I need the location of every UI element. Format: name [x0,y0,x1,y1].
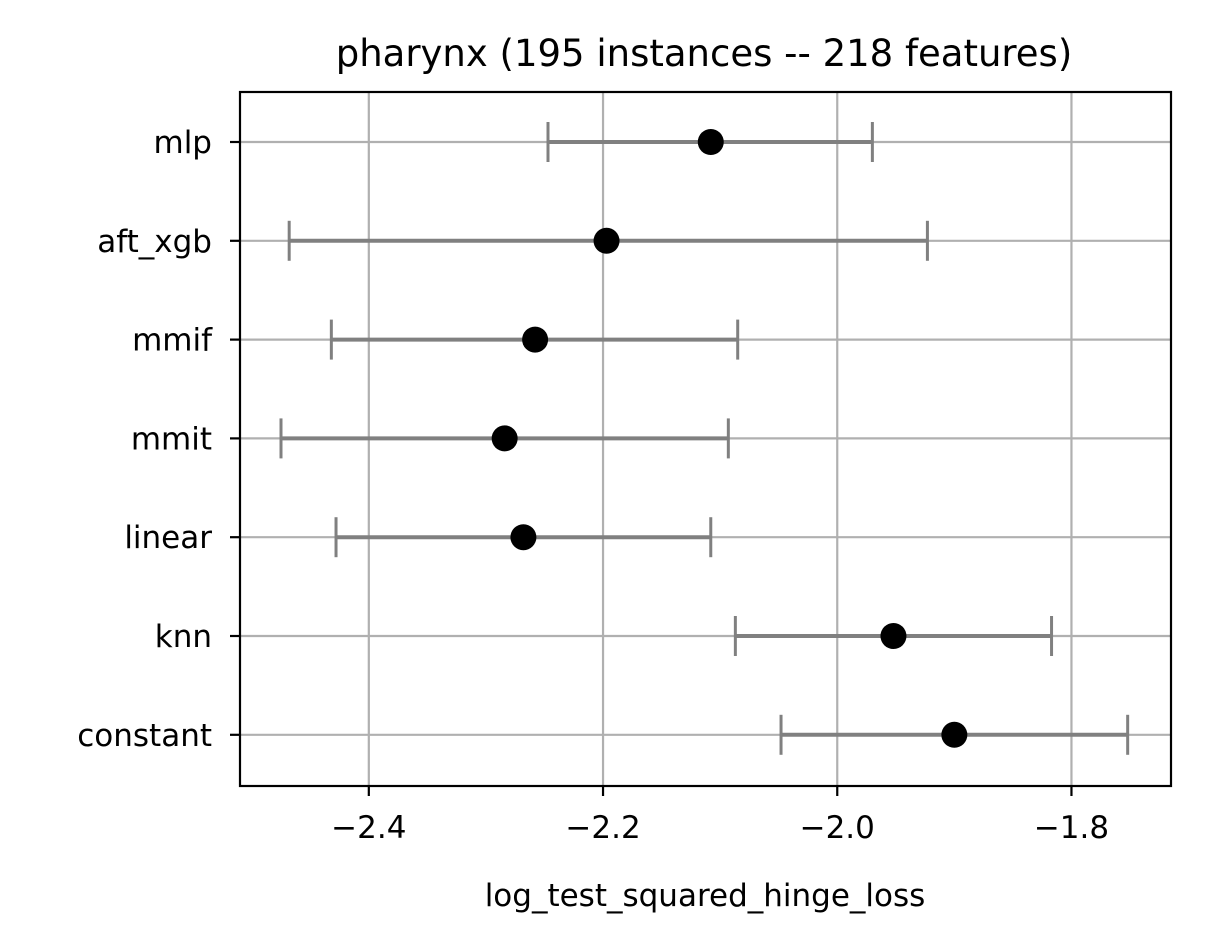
y-tick-label: mmit [131,421,212,457]
point-mlp [697,129,724,155]
point-linear [510,524,537,551]
x-tick-label: −2.2 [565,810,640,846]
y-tick-label: aft_xgb [97,224,212,260]
point-mmif [522,326,549,353]
point-layer [491,129,968,748]
point-knn [880,623,907,649]
chart-title: pharynx (195 instances -- 218 features) [336,32,1073,75]
y-tick-label: mlp [154,125,213,161]
y-tick-label: mmif [132,323,213,359]
point-constant [941,721,968,748]
y-tick-label: constant [77,718,212,754]
point-aft_xgb [593,227,620,254]
x-tick-label: −2.4 [331,810,406,846]
x-tick-label: −2.0 [800,810,875,846]
y-tick-label: linear [124,520,212,556]
x-tick-label: −1.8 [1034,810,1109,846]
point-mmit [491,425,518,452]
y-tick-label: knn [155,619,212,655]
x-axis-label: log_test_squared_hinge_loss [485,878,926,914]
